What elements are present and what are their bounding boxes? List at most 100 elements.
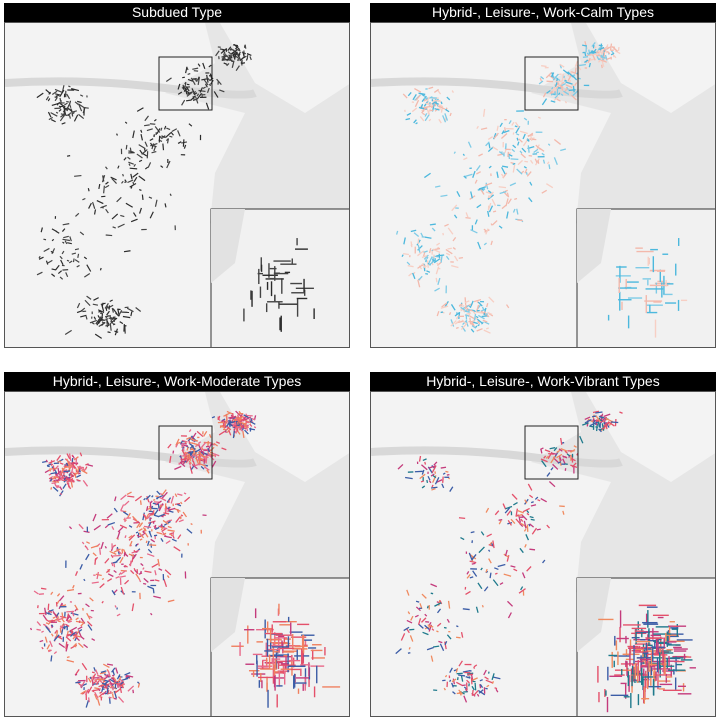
street-segment — [89, 319, 98, 324]
street-segment — [458, 303, 463, 307]
street-segment — [166, 160, 171, 169]
street-segment — [546, 89, 551, 94]
street-segment — [71, 474, 75, 478]
street-segment — [572, 90, 579, 97]
street-segment — [143, 577, 149, 583]
street-segment — [104, 302, 109, 309]
street-segment — [510, 518, 516, 525]
street-segment — [48, 91, 51, 95]
street-segment — [130, 311, 133, 317]
street-segment — [525, 534, 530, 541]
street-segment — [79, 563, 83, 570]
street-segment — [588, 49, 591, 55]
street-segment — [184, 81, 187, 85]
street-segment — [107, 521, 116, 526]
street-segment — [467, 673, 474, 676]
street-segment — [44, 469, 50, 474]
street-segment — [59, 462, 64, 465]
street-segment — [589, 425, 594, 428]
street-segment — [508, 152, 512, 155]
street-segment — [538, 80, 544, 85]
street-segment — [473, 314, 477, 321]
street-segment — [82, 197, 86, 201]
street-segment — [131, 603, 135, 612]
street-segment — [110, 554, 114, 558]
street-segment — [73, 114, 79, 122]
street-segment — [165, 77, 172, 82]
street-segment — [537, 116, 541, 119]
street-segment — [517, 141, 520, 146]
street-segment — [193, 92, 198, 96]
street-segment — [183, 460, 187, 463]
street-segment — [101, 304, 105, 312]
street-segment — [523, 520, 527, 529]
street-segment — [51, 273, 56, 277]
street-segment — [232, 430, 235, 439]
street-segment — [550, 92, 556, 96]
street-segment — [524, 544, 527, 548]
street-segment — [436, 479, 443, 483]
street-segment — [488, 191, 494, 199]
street-segment — [110, 320, 113, 324]
street-segment — [136, 153, 143, 159]
street-segment — [223, 62, 228, 66]
street-segment — [421, 93, 426, 97]
street-segment — [473, 298, 482, 303]
street-segment — [85, 546, 89, 551]
street-segment — [417, 238, 420, 245]
street-segment — [50, 250, 54, 254]
street-segment — [225, 413, 228, 420]
street-segment — [487, 194, 495, 200]
street-segment — [92, 201, 96, 210]
street-segment — [434, 477, 440, 485]
street-segment — [38, 256, 44, 260]
street-segment — [499, 191, 507, 195]
street-segment — [407, 264, 414, 268]
street-segment — [140, 563, 144, 567]
street-segment — [186, 92, 193, 97]
street-segment — [81, 680, 86, 687]
street-segment — [526, 512, 530, 516]
street-segment — [474, 179, 478, 184]
street-segment — [82, 479, 89, 487]
street-segment — [486, 327, 489, 330]
street-segment — [126, 512, 131, 519]
street-segment — [93, 316, 97, 320]
street-segment — [159, 504, 163, 508]
street-segment — [89, 597, 94, 602]
street-segment — [84, 466, 88, 470]
street-segment — [506, 555, 510, 562]
street-segment — [39, 639, 44, 643]
street-segment — [85, 700, 90, 708]
street-segment — [476, 693, 480, 697]
street-segment — [106, 305, 109, 309]
street-segment — [222, 428, 228, 431]
street-segment — [548, 481, 556, 488]
street-segment — [48, 619, 56, 622]
street-segment — [52, 610, 58, 619]
street-segment — [414, 99, 420, 108]
street-segment — [406, 261, 411, 266]
street-segment — [550, 467, 554, 471]
street-segment — [138, 159, 143, 163]
street-segment — [473, 664, 478, 668]
street-segment — [504, 149, 507, 153]
street-segment — [428, 621, 432, 626]
street-segment — [525, 171, 528, 175]
street-segment — [248, 428, 256, 431]
street-segment — [74, 248, 80, 251]
street-segment — [55, 264, 60, 271]
street-segment — [428, 248, 432, 254]
street-segment — [56, 617, 63, 621]
street-segment — [191, 445, 196, 451]
street-segment — [139, 500, 142, 505]
street-segment — [488, 205, 494, 213]
street-segment — [512, 144, 517, 149]
street-segment — [595, 415, 602, 423]
street-segment — [66, 588, 75, 592]
street-segment — [62, 483, 67, 490]
street-segment — [238, 410, 242, 415]
street-segment — [427, 624, 434, 628]
street-segment — [519, 130, 528, 135]
street-segment — [466, 574, 471, 579]
